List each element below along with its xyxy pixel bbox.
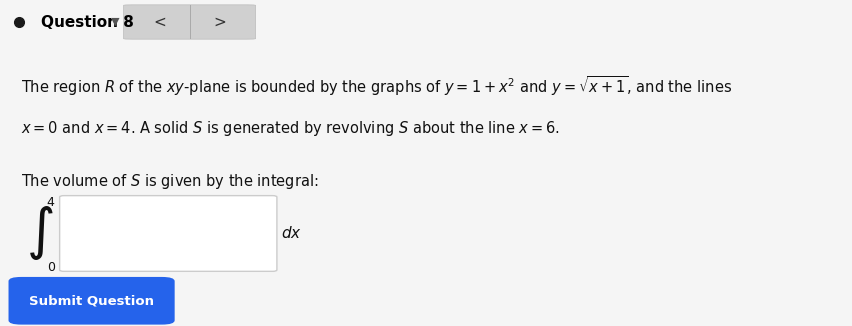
Bar [189, 5, 191, 39]
Text: ▼: ▼ [111, 17, 119, 27]
Text: $\int$: $\int$ [26, 204, 53, 262]
Text: <: < [153, 14, 166, 30]
Text: $dx$: $dx$ [281, 226, 302, 242]
Text: $x = 0$ and $x = 4$. A solid $S$ is generated by revolving $S$ about the line $x: $x = 0$ and $x = 4$. A solid $S$ is gene… [21, 119, 560, 138]
Text: >: > [213, 14, 226, 30]
FancyBboxPatch shape [9, 277, 175, 325]
Text: The volume of $S$ is given by the integral:: The volume of $S$ is given by the integr… [21, 172, 319, 191]
FancyBboxPatch shape [60, 196, 277, 271]
Text: Question 8: Question 8 [41, 14, 134, 30]
Text: 4: 4 [47, 196, 55, 209]
Text: The region $R$ of the $xy$-plane is bounded by the graphs of $y = 1 + x^2$ and $: The region $R$ of the $xy$-plane is boun… [21, 74, 733, 97]
Text: Submit Question: Submit Question [29, 294, 154, 307]
FancyBboxPatch shape [124, 5, 256, 39]
Text: 0: 0 [47, 260, 55, 274]
